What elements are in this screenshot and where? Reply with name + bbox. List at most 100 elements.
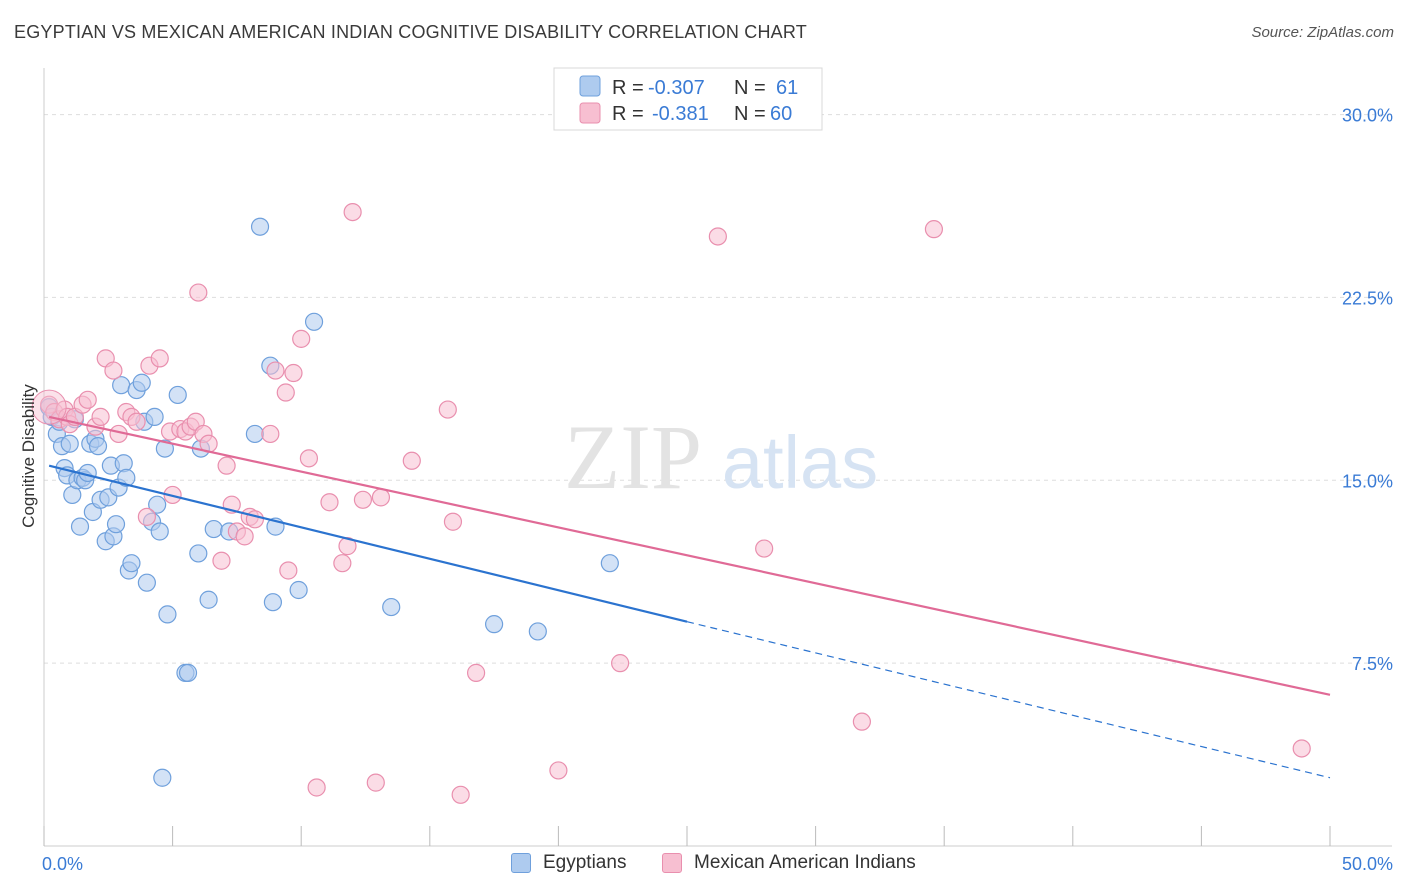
mexican-point-19 xyxy=(150,349,169,368)
svg-text:R = -0.381 N =: R = -0.381 N = 60 xyxy=(612,103,792,125)
egyptians-point-7 xyxy=(60,434,79,453)
watermark-zip: ZIP xyxy=(564,406,702,508)
egyptians-point-39 xyxy=(155,439,174,458)
mexican-point-62 xyxy=(451,785,470,804)
egyptians-point-32 xyxy=(132,373,151,392)
mexican-point-57 xyxy=(852,712,871,731)
egyptians-point-18 xyxy=(88,437,108,456)
mexican-point-28 xyxy=(189,283,208,302)
egyptians-point-58 xyxy=(528,622,547,641)
grid-lines xyxy=(44,114,1392,664)
mexican-point-39 xyxy=(279,561,298,580)
mexican-point-30 xyxy=(217,456,236,475)
mexican-point-8 xyxy=(78,390,97,409)
egyptians-point-12 xyxy=(70,517,90,536)
series-mexican-american-indians-points xyxy=(31,202,1311,804)
y-tick-labels: 7.5% 15.0% 22.5% 30.0% xyxy=(1342,106,1393,675)
egyptians-point-37 xyxy=(148,495,167,514)
egyptians-point-59 xyxy=(600,554,619,573)
mexican-point-61 xyxy=(366,773,385,792)
legend-r-value-1: -0.307 xyxy=(648,77,705,99)
mexican-point-53 xyxy=(549,761,568,780)
egyptians-point-36 xyxy=(145,407,164,426)
egyptians-point-47 xyxy=(204,519,223,539)
egyptians-point-28 xyxy=(117,468,136,487)
egyptians-point-43 xyxy=(178,663,198,682)
mexican-point-38 xyxy=(276,383,295,402)
mexican-point-55 xyxy=(708,227,727,246)
x-tick-label-1: 50.0% xyxy=(1342,854,1393,874)
legend-n-value-1: 61 xyxy=(776,77,798,99)
egyptians-point-46 xyxy=(199,590,218,609)
x-tick-labels: 0.0% 50.0% xyxy=(42,854,1393,874)
mexican-point-35 xyxy=(245,510,265,529)
y-tick-label-1: 15.0% xyxy=(1342,471,1393,491)
mexican-point-59 xyxy=(1292,739,1311,758)
x-tick-label-0: 0.0% xyxy=(42,854,83,874)
egyptians-point-34 xyxy=(137,573,156,592)
legend-top: R = -0.307 N = 61 R = -0.381 N = 60 xyxy=(553,67,823,131)
legend-label-mexican-american-indians: Mexican American Indians xyxy=(694,852,916,873)
chart-source: Source: ZipAtlas.com xyxy=(1251,24,1394,41)
mexican-cluster-marker xyxy=(31,389,67,425)
mexican-point-10 xyxy=(91,407,110,426)
legend-bottom-swatch-egyptians xyxy=(511,853,531,873)
egyptians-point-55 xyxy=(304,312,324,331)
mexican-trend-line xyxy=(48,415,1331,696)
egyptians-point-49 xyxy=(245,424,265,444)
egyptians-point-52 xyxy=(263,593,283,612)
egyptians-point-24 xyxy=(106,515,126,534)
mexican-point-41 xyxy=(292,329,311,348)
egyptians-point-41 xyxy=(168,385,187,405)
mexican-point-40 xyxy=(284,363,303,383)
mexican-point-49 xyxy=(402,451,421,470)
mexican-point-18 xyxy=(137,507,156,526)
legend-swatch-mexican xyxy=(579,102,601,124)
y-tick-label-3: 30.0% xyxy=(1342,106,1393,126)
mexican-point-43 xyxy=(320,493,339,512)
egyptians-point-44 xyxy=(189,544,208,563)
trend-lines xyxy=(48,415,1331,779)
mexican-point-36 xyxy=(261,424,280,444)
egyptians-point-60 xyxy=(153,768,172,787)
egyptians-point-30 xyxy=(122,554,141,573)
egyptians-trend-line xyxy=(48,464,688,623)
mexican-point-12 xyxy=(104,361,123,380)
mexican-point-33 xyxy=(235,527,254,546)
y-tick-label-2: 22.5% xyxy=(1342,288,1393,308)
watermark: ZIP atlas xyxy=(564,406,878,508)
egyptians-point-54 xyxy=(289,580,308,600)
legend-n-value-2: 60 xyxy=(770,103,792,125)
legend-r-value-2: -0.381 xyxy=(652,103,709,125)
legend-r-label-2: R = xyxy=(612,103,649,125)
watermark-atlas: atlas xyxy=(722,421,878,504)
legend-bottom-swatch-mexican xyxy=(662,853,682,873)
legend-r-label-1: R = xyxy=(612,77,649,99)
mexican-point-56 xyxy=(755,539,774,558)
mexican-point-42 xyxy=(299,449,319,468)
mexican-point-48 xyxy=(371,488,391,507)
mexican-point-29 xyxy=(212,551,231,570)
mexican-point-47 xyxy=(353,490,373,509)
chart-title: EGYPTIAN VS MEXICAN AMERICAN INDIAN COGN… xyxy=(14,22,807,42)
legend-item-egyptians: Egyptians xyxy=(511,852,626,874)
svg-text:R = -0.307 N =: R = -0.307 N = 61 xyxy=(612,77,798,99)
legend-n-label-2: N = xyxy=(734,103,771,125)
legend-label-egyptians: Egyptians xyxy=(543,852,627,873)
mexican-point-44 xyxy=(333,554,352,573)
mexican-point-46 xyxy=(343,202,362,222)
legend-swatch-egyptians xyxy=(579,75,601,97)
egyptians-point-50 xyxy=(250,217,270,236)
legend-item-mexican-american-indians: Mexican American Indians xyxy=(662,852,916,874)
mexican-point-60 xyxy=(307,778,326,797)
y-axis-label: Cognitive Disability xyxy=(19,384,38,528)
y-tick-label-0: 7.5% xyxy=(1352,654,1393,674)
egyptians-point-56 xyxy=(382,597,401,617)
mexican-point-58 xyxy=(924,220,944,239)
mexican-point-52 xyxy=(466,663,486,682)
egyptians-trend-extension xyxy=(686,621,1331,779)
mexican-point-37 xyxy=(266,361,285,380)
mexican-point-54 xyxy=(611,654,630,673)
egyptians-point-40 xyxy=(158,605,177,624)
